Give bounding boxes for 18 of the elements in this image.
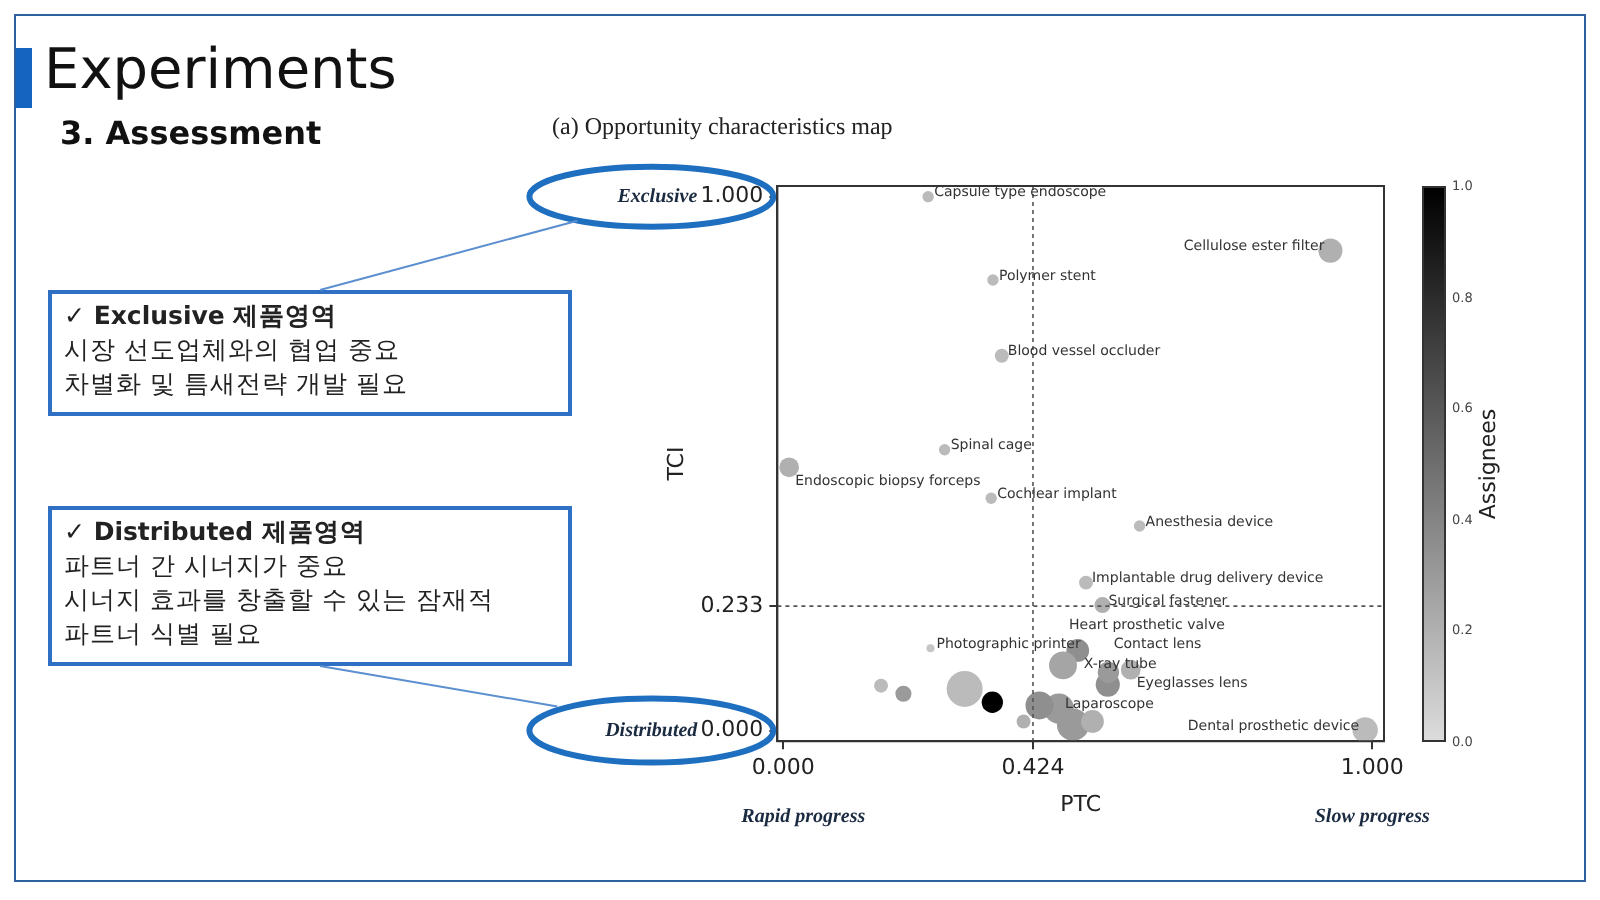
text: Experiments	[44, 36, 397, 102]
x-tick-label: 1.000	[1340, 754, 1404, 781]
x-tick-label: 0.000	[751, 754, 815, 781]
text: (a) Opportunity characteristics map	[552, 112, 893, 142]
y-tick-label: 1.000	[700, 182, 764, 209]
y-tick-label: 0.000	[700, 716, 764, 743]
text: Slow progress	[1314, 806, 1430, 829]
color-bar-title: Assignees	[1475, 408, 1501, 519]
text: 3. Assessment	[60, 114, 322, 152]
text: ✓ Exclusive 제품영역 시장 선도업체와의 협업 중요 차별화 및 틈새전략 개발 필요	[64, 298, 410, 400]
y-tick-label: 0.233	[700, 591, 764, 618]
y-axis-title: TCI	[662, 446, 689, 483]
text: Rapid progress	[739, 806, 866, 829]
text: Exclusive	[615, 185, 699, 208]
text: Distributed	[603, 719, 700, 742]
x-tick-label: 0.424	[1001, 754, 1065, 781]
text: ✓ Distributed 제품영역 파트너 간 시너지가 중요 시너지 효과를 창출할 수 있는 잠재적 파트너 식별 필요	[64, 514, 496, 650]
x-axis-title: PTC	[1060, 790, 1102, 817]
